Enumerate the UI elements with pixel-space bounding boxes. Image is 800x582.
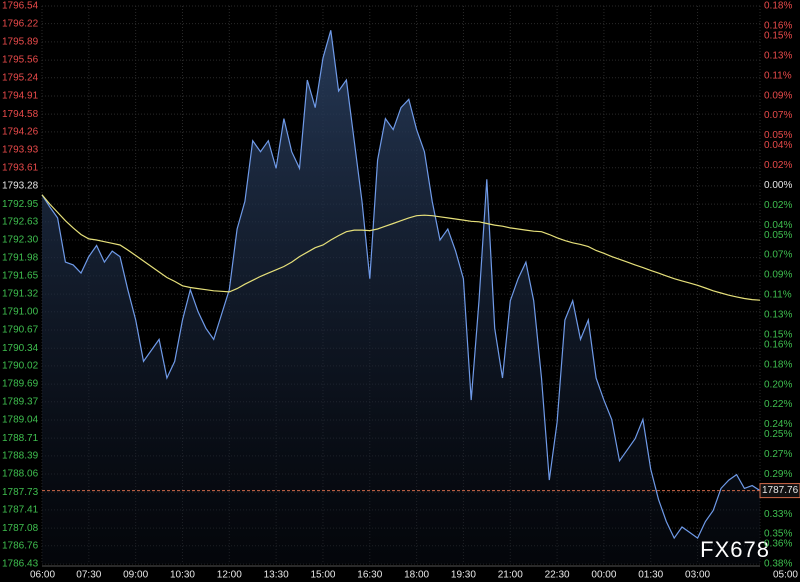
y2-tick-label: 0.38% bbox=[764, 559, 792, 570]
y-tick-label: 1794.91 bbox=[2, 91, 39, 102]
y2-tick-label: 0.02% bbox=[764, 160, 792, 171]
y2-tick-label: 0.33% bbox=[764, 509, 792, 520]
y2-tick-label: 0.15% bbox=[764, 31, 792, 42]
x-tick-label: 18:00 bbox=[404, 570, 429, 581]
x-tick-label: 03:00 bbox=[685, 570, 710, 581]
x-tick-label: 21:00 bbox=[498, 570, 523, 581]
x-tick-label: 13:30 bbox=[264, 570, 289, 581]
y-tick-label: 1792.95 bbox=[2, 199, 39, 210]
y2-tick-label: 0.05% bbox=[764, 130, 792, 141]
y2-tick-label: 0.09% bbox=[764, 90, 792, 101]
y-tick-label: 1787.73 bbox=[2, 487, 39, 498]
y-tick-label: 1795.56 bbox=[2, 55, 39, 66]
y-tick-label: 1791.32 bbox=[2, 289, 39, 300]
y2-tick-label: 0.00% bbox=[764, 180, 792, 191]
x-tick-label: 10:30 bbox=[170, 570, 195, 581]
y-tick-label: 1792.63 bbox=[2, 216, 39, 227]
price-line bbox=[41, 30, 761, 540]
y-tick-label: 1794.58 bbox=[2, 109, 39, 120]
y2-tick-label: 0.18% bbox=[764, 1, 792, 12]
y2-tick-label: 0.05% bbox=[764, 230, 792, 241]
y-tick-label: 1796.22 bbox=[2, 18, 39, 29]
x-tick-label: 05:00 bbox=[773, 570, 798, 581]
y-tick-label: 1793.61 bbox=[2, 162, 39, 173]
y-tick-label: 1789.04 bbox=[2, 415, 39, 426]
y-tick-label: 1792.30 bbox=[2, 235, 39, 246]
y-tick-label: 1786.43 bbox=[2, 559, 39, 570]
y-tick-label: 1786.76 bbox=[2, 540, 39, 551]
y2-tick-label: 0.15% bbox=[764, 329, 792, 340]
y-tick-label: 1790.02 bbox=[2, 360, 39, 371]
y-tick-label: 1791.00 bbox=[2, 306, 39, 317]
y-tick-label: 1789.69 bbox=[2, 379, 39, 390]
y-tick-label: 1787.41 bbox=[2, 505, 39, 516]
y-tick-label: 1793.28 bbox=[2, 181, 39, 192]
y2-tick-label: 0.35% bbox=[764, 529, 792, 540]
y2-tick-label: 0.02% bbox=[764, 200, 792, 211]
y2-tick-label: 0.18% bbox=[764, 359, 792, 370]
y-tick-label: 1787.08 bbox=[2, 523, 39, 534]
y2-tick-label: 0.07% bbox=[764, 250, 792, 261]
x-tick-label: 16:30 bbox=[357, 570, 382, 581]
y-tick-label: 1788.06 bbox=[2, 469, 39, 480]
y2-tick-label: 0.11% bbox=[764, 290, 792, 301]
x-tick-label: 15:00 bbox=[310, 570, 335, 581]
y2-tick-label: 0.04% bbox=[764, 220, 792, 231]
y2-tick-label: 0.29% bbox=[764, 469, 792, 480]
y-tick-label: 1790.67 bbox=[2, 325, 39, 336]
y2-tick-label: 0.16% bbox=[764, 339, 792, 350]
y2-tick-label: 0.27% bbox=[764, 449, 792, 460]
y-tick-label: 1791.65 bbox=[2, 271, 39, 282]
y2-tick-label: 0.07% bbox=[764, 110, 792, 121]
y2-tick-label: 0.20% bbox=[764, 379, 792, 390]
y2-tick-label: 0.36% bbox=[764, 539, 792, 550]
x-tick-label: 19:30 bbox=[451, 570, 476, 581]
y2-tick-label: 0.04% bbox=[764, 140, 792, 151]
x-tick-label: 22:30 bbox=[545, 570, 570, 581]
y2-tick-label: 0.25% bbox=[764, 429, 792, 440]
y-tick-label: 1795.24 bbox=[2, 72, 39, 83]
x-tick-label: 00:00 bbox=[591, 570, 616, 581]
y-tick-label: 1794.26 bbox=[2, 126, 39, 137]
y-tick-label: 1789.37 bbox=[2, 396, 39, 407]
x-tick-label: 07:30 bbox=[76, 570, 101, 581]
x-tick-label: 06:00 bbox=[30, 570, 55, 581]
x-tick-label: 09:00 bbox=[123, 570, 148, 581]
price-area bbox=[42, 30, 760, 565]
y2-tick-label: 0.09% bbox=[764, 270, 792, 281]
x-tick-label: 01:30 bbox=[638, 570, 663, 581]
y-tick-label: 1788.71 bbox=[2, 433, 39, 444]
y2-tick-label: 0.11% bbox=[764, 70, 792, 81]
average-line bbox=[41, 194, 761, 301]
y2-tick-label: 0.16% bbox=[764, 21, 792, 32]
y-tick-label: 1790.34 bbox=[2, 343, 39, 354]
y2-tick-label: 0.13% bbox=[764, 310, 792, 321]
x-tick-label: 12:00 bbox=[217, 570, 242, 581]
y2-tick-label: 0.13% bbox=[764, 50, 792, 61]
watermark: FX678 bbox=[700, 537, 770, 562]
last-price-tag bbox=[759, 483, 800, 499]
y2-tick-label: 0.24% bbox=[764, 419, 792, 430]
y2-tick-label: 0.22% bbox=[764, 399, 792, 410]
y-tick-label: 1788.39 bbox=[2, 450, 39, 461]
y-tick-label: 1791.98 bbox=[2, 252, 39, 263]
last-price-label: 1787.76 bbox=[762, 485, 799, 496]
y-tick-label: 1796.54 bbox=[2, 1, 39, 12]
y-tick-label: 1793.93 bbox=[2, 145, 39, 156]
y-tick-label: 1795.89 bbox=[2, 37, 39, 48]
